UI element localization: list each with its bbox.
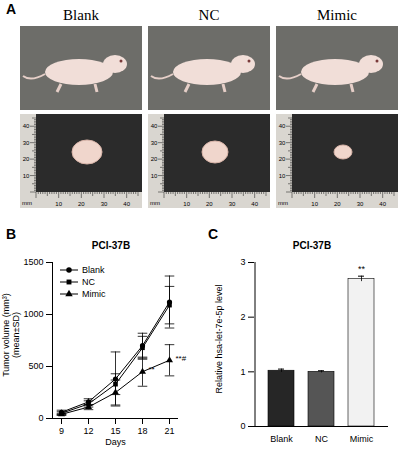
svg-text:30: 30 xyxy=(101,201,108,207)
svg-text:Relative hsa-let-7e-5p level: Relative hsa-let-7e-5p level xyxy=(214,284,224,393)
svg-text:Tumor volume (mm³)(mean±SD): Tumor volume (mm³)(mean±SD) xyxy=(1,293,21,377)
svg-text:40: 40 xyxy=(23,123,30,129)
svg-text:20: 20 xyxy=(206,201,213,207)
svg-text:30: 30 xyxy=(23,140,30,146)
svg-text:20: 20 xyxy=(78,201,85,207)
svg-text:0: 0 xyxy=(240,421,245,431)
svg-text:40: 40 xyxy=(151,123,158,129)
svg-text:30: 30 xyxy=(357,201,364,207)
svg-text:1500: 1500 xyxy=(23,257,43,267)
svg-text:10: 10 xyxy=(23,173,30,179)
svg-text:1000: 1000 xyxy=(23,309,43,319)
svg-text:40: 40 xyxy=(251,201,258,207)
svg-text:**: ** xyxy=(149,365,155,374)
svg-text:mm: mm xyxy=(278,200,288,206)
svg-text:Blank: Blank xyxy=(270,434,293,444)
svg-text:3: 3 xyxy=(240,257,245,267)
html-text:C: C xyxy=(208,226,219,242)
svg-text:18: 18 xyxy=(137,426,147,436)
svg-text:1: 1 xyxy=(240,367,245,377)
svg-text:mm: mm xyxy=(150,200,160,206)
html-text:Blank: Blank xyxy=(82,265,105,275)
html-text:PCI-37B: PCI-37B xyxy=(292,240,332,251)
svg-text:9: 9 xyxy=(59,426,64,436)
svg-text:30: 30 xyxy=(279,140,286,146)
svg-text:10: 10 xyxy=(151,173,158,179)
svg-text:20: 20 xyxy=(279,156,286,162)
svg-text:NC: NC xyxy=(199,7,220,23)
svg-text:2: 2 xyxy=(240,312,245,322)
svg-text:Mimic: Mimic xyxy=(350,434,374,444)
svg-text:40: 40 xyxy=(123,201,130,207)
svg-text:30: 30 xyxy=(229,201,236,207)
svg-text:15: 15 xyxy=(110,426,120,436)
svg-text:NC: NC xyxy=(315,434,328,444)
svg-text:500: 500 xyxy=(28,361,43,371)
svg-text:0: 0 xyxy=(38,413,43,423)
svg-text:mm: mm xyxy=(22,200,32,206)
html-text:NC: NC xyxy=(82,277,95,287)
svg-text:21: 21 xyxy=(164,426,174,436)
svg-text:20: 20 xyxy=(151,156,158,162)
svg-text:**: ** xyxy=(358,264,366,274)
svg-text:20: 20 xyxy=(334,201,341,207)
svg-text:**#: **# xyxy=(176,354,187,363)
svg-text:30: 30 xyxy=(151,140,158,146)
svg-text:10: 10 xyxy=(311,201,318,207)
svg-text:12: 12 xyxy=(83,426,93,436)
svg-text:40: 40 xyxy=(379,201,386,207)
svg-text:Mimic: Mimic xyxy=(317,7,357,23)
svg-text:Days: Days xyxy=(105,437,126,447)
svg-text:10: 10 xyxy=(55,201,62,207)
svg-text:10: 10 xyxy=(183,201,190,207)
svg-text:10: 10 xyxy=(279,173,286,179)
html-text:PCI-37B: PCI-37B xyxy=(91,240,131,251)
svg-text:A: A xyxy=(6,1,16,17)
svg-text:40: 40 xyxy=(279,123,286,129)
svg-text:Blank: Blank xyxy=(63,7,99,23)
html-text:B: B xyxy=(6,226,17,242)
svg-text:20: 20 xyxy=(23,156,30,162)
html-text:Mimic: Mimic xyxy=(82,289,106,299)
